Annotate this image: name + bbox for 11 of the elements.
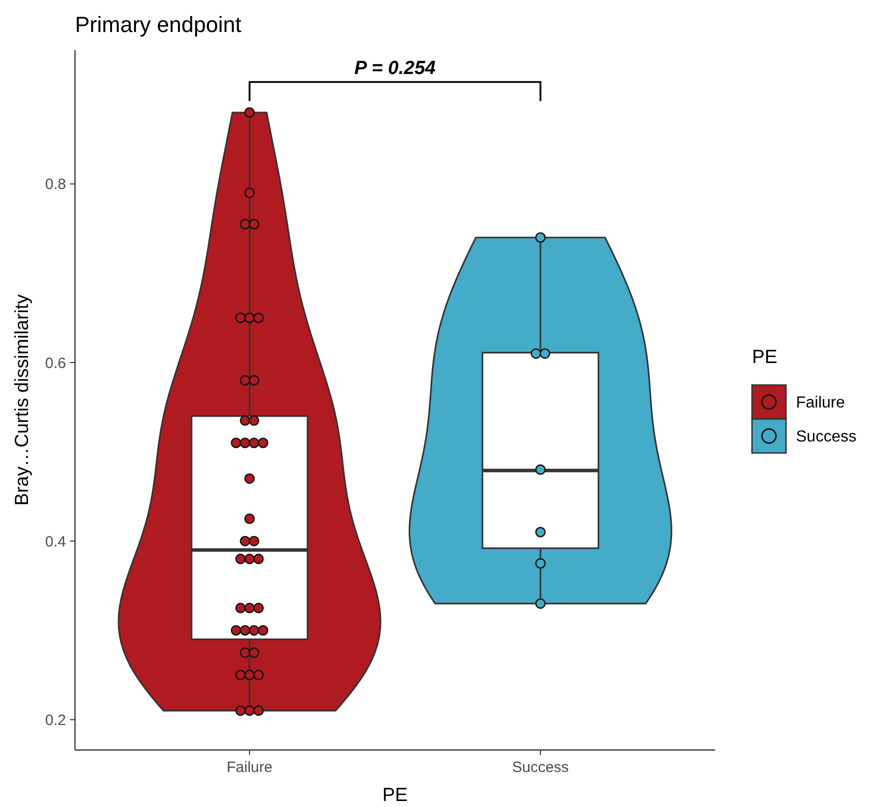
x-axis-title: PE bbox=[382, 785, 408, 806]
y-tick-label: 0.2 bbox=[45, 712, 66, 729]
y-tick-label: 0.6 bbox=[45, 354, 66, 372]
y-tick-label: 0.4 bbox=[45, 533, 66, 550]
y-tick-label: 0.8 bbox=[45, 176, 66, 194]
legend-title: PE bbox=[752, 347, 778, 368]
legend-label: Success bbox=[796, 428, 856, 446]
legend-label: Failure bbox=[796, 394, 846, 412]
annotation: P = 0.254 bbox=[354, 58, 436, 79]
y-axis-title: Bray…Curtis dissimilarity bbox=[12, 294, 33, 506]
chart-title: Primary endpoint bbox=[75, 12, 242, 37]
